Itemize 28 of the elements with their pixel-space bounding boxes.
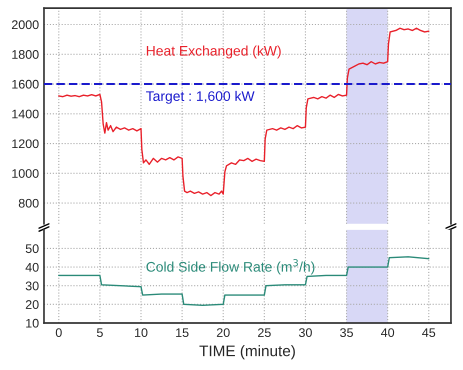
y-tick-label: 40 [26,262,39,272]
x-tick-label: 45 [422,328,436,338]
y-tick-label: 800 [18,198,39,208]
y-tick-label: 30 [26,282,39,290]
x-tick-label: 0 [56,328,62,338]
y-tick-label: 1400 [12,110,39,118]
ref-line-label: Target : 1,600 kW [146,90,255,104]
x-tick-label: 5 [96,328,103,338]
y-tick-label: 2000 [12,20,39,30]
x-tick-label: 30 [298,328,312,338]
x-tick-label: 20 [216,328,230,338]
series-label: Cold Side Flow Rate (m$^{3}$/h) [146,259,314,274]
y-tick-label: 1600 [12,80,39,89]
y-tick-label: 1800 [12,50,39,59]
y-tick-label: 20 [26,300,39,310]
x-tick-label: 40 [380,328,394,338]
text: Heat Exchanged (kW) [146,46,281,58]
x-tick-label: 15 [176,328,189,338]
y-tick-label: 1200 [12,139,39,148]
line-series [58,28,430,196]
line-series [58,256,430,306]
x-tick-label: 35 [340,328,353,338]
x-tick-label: 25 [258,328,271,338]
x-tick-label: 10 [135,328,148,338]
y-tick-label: 50 [26,244,39,254]
x-axis-title: TIME (minute) [199,345,295,360]
y-tick-label: 1000 [12,169,39,178]
y-tick-label: 10 [26,318,39,328]
